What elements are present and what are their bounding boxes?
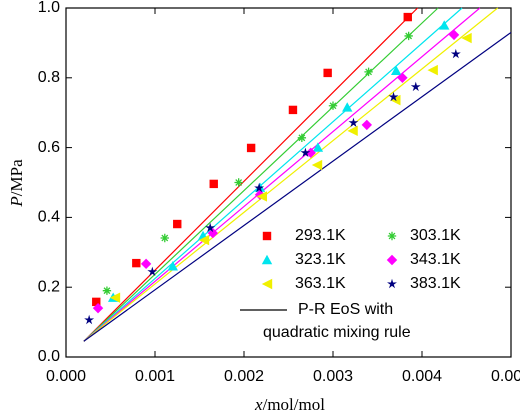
data-point [427,64,438,76]
legend-label: 323.1K [295,251,346,268]
data-point [198,234,210,246]
data-point [147,266,158,277]
data-point [342,102,353,112]
data-point [312,142,324,152]
data-point [297,133,307,143]
data-point [173,219,182,229]
fit-line [83,7,481,342]
fit-line [83,7,418,342]
fit-line [83,7,463,342]
legend-label: 383.1K [410,275,461,292]
data-point [364,67,373,77]
legend-label: 303.1K [410,227,461,244]
data-point [450,48,461,59]
data-point [132,258,141,268]
data-point [109,292,121,303]
y-tick-label: 0.2 [38,278,60,295]
data-point [403,12,412,22]
data-point [388,91,399,102]
data-point [254,189,266,200]
x-tick-label: 0.002 [224,368,264,385]
data-point [246,143,256,153]
legend-label: quadratic mixing rule [263,324,411,341]
y-tick-label: 0.6 [38,139,60,156]
data-point [209,179,218,189]
data-point [300,147,311,158]
data-point [361,119,373,131]
data-point [84,314,95,325]
legend-label: 363.1K [295,275,346,292]
legend-label: 293.1K [295,227,346,244]
data-point [140,258,152,270]
data-point [234,178,243,187]
fit-line [83,7,439,342]
data-point [305,147,316,159]
x-axis-var: x [254,395,263,414]
y-axis-var: P [7,196,26,207]
x-tick-label: 0.000 [46,368,86,385]
data-point [448,29,460,41]
data-point [311,159,323,171]
data-point [461,32,472,44]
fit-line [83,31,512,342]
data-point [167,261,178,271]
legend-marker [261,254,273,265]
data-point [256,191,267,202]
legend-marker [387,231,397,241]
legend-marker [387,278,397,289]
legend-marker [262,231,272,241]
data-point [288,105,298,115]
x-axis-unit: /mol/mol [263,395,326,414]
y-axis-label: P/MPa [7,159,26,208]
x-axis-label: x/mol/mol [254,395,325,414]
x-tick-label: 0.005 [491,368,520,385]
x-tick-label: 0.001 [135,368,175,385]
plot-frame [65,7,512,358]
legend-marker [261,278,273,290]
y-tick-label: 0.4 [38,209,60,226]
data-point [160,233,169,243]
data-point [390,65,402,76]
legend-label: 343.1K [410,251,461,268]
y-tick-label: 0.8 [38,69,60,86]
data-point [254,182,265,193]
y-axis-unit: /MPa [7,159,26,196]
data-point [347,125,358,137]
data-point [102,286,112,295]
y-tick-label: 0.0 [38,348,60,365]
legend-marker [386,254,398,266]
data-point [348,117,359,128]
data-point [92,302,104,314]
data-point [410,81,421,92]
data-point [207,227,219,239]
data-point [205,222,216,233]
x-tick-label: 0.004 [402,368,442,385]
fit-line [83,7,499,342]
data-point [323,68,332,78]
y-tick-label: 1.0 [38,0,60,16]
data-point [328,101,338,110]
data-point [397,72,408,83]
x-tick-label: 0.003 [313,368,353,385]
data-point [439,20,450,30]
legend-label: P-R EoS with [298,301,393,318]
data-point [404,31,413,41]
